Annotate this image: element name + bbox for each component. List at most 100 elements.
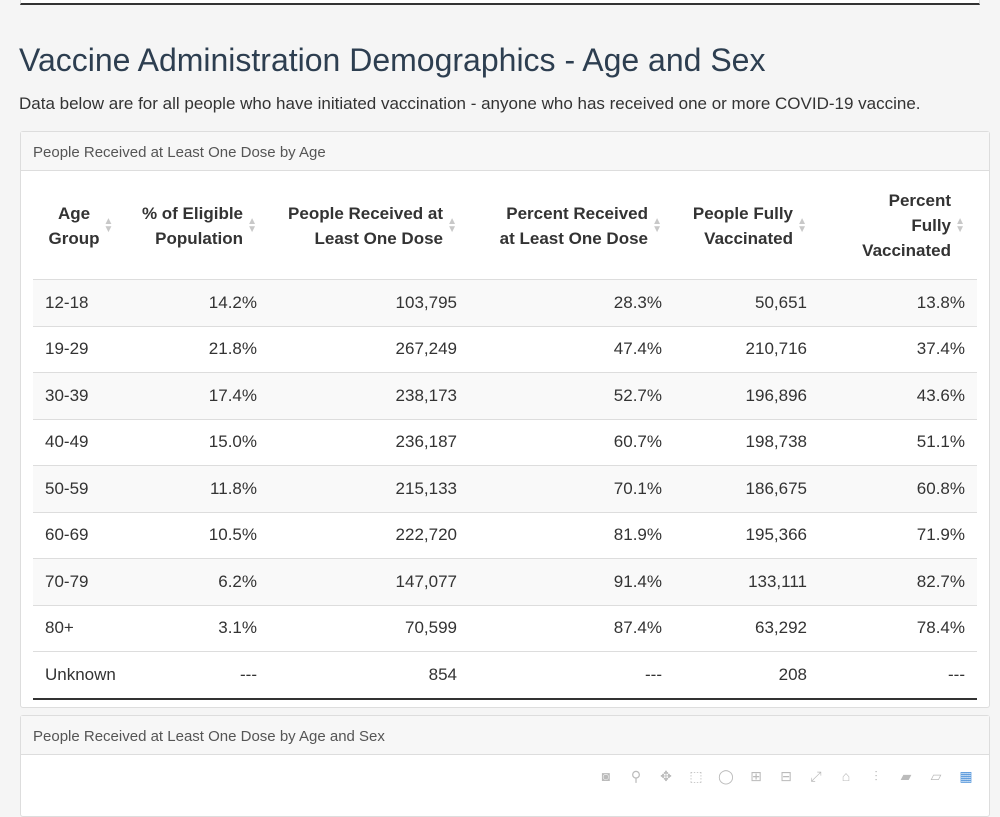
table-row: 80+ 3.1% 70,599 87.4% 63,292 78.4% xyxy=(33,605,977,652)
table-cell: 47.4% xyxy=(469,326,674,373)
table-cell: 60.8% xyxy=(819,465,977,513)
column-header-label: Percent Fully Vaccinated xyxy=(862,191,951,260)
sort-icon[interactable]: ▲ ▼ xyxy=(247,215,257,235)
column-header[interactable]: People Fully Vaccinated▲ ▼ xyxy=(674,172,819,280)
table-cell: 37.4% xyxy=(819,326,977,373)
table-cell: 222,720 xyxy=(269,512,469,559)
zoom-out-icon[interactable]: ⊟ xyxy=(780,768,792,784)
table-cell: 52.7% xyxy=(469,372,674,420)
table-body: 12-18 14.2% 103,795 28.3% 50,651 13.8% 19-29 21… xyxy=(33,279,977,700)
table-cell: 70.1% xyxy=(469,465,674,513)
table-cell: 238,173 xyxy=(269,372,469,420)
table-cell: Unknown xyxy=(33,651,133,700)
table-cell: 71.9% xyxy=(819,512,977,559)
panel-title: People Received at Least One Dose by Age… xyxy=(21,716,989,755)
lasso-icon[interactable]: ◯ xyxy=(718,768,734,784)
autoscale-icon[interactable]: ⤢ xyxy=(810,768,822,784)
table-row: 60-69 10.5% 222,720 81.9% 195,366 71.9% xyxy=(33,512,977,559)
age-table-panel: People Received at Least One Dose by Age… xyxy=(20,131,990,708)
camera-icon[interactable]: ◙ xyxy=(601,768,611,784)
zoom-icon[interactable]: ⚲ xyxy=(630,768,642,784)
hover-closest-icon[interactable]: ▰ xyxy=(900,768,912,784)
table-cell: 3.1% xyxy=(133,605,269,652)
panel-title: People Received at Least One Dose by Age xyxy=(21,132,989,171)
table-row: 30-39 17.4% 238,173 52.7% 196,896 43.6% xyxy=(33,372,977,420)
age-dose-table: Age Group▲ ▼% of Eligible Population▲ ▼ Peopl… xyxy=(33,172,977,700)
table-cell: 10.5% xyxy=(133,512,269,559)
column-header-label: People Fully Vaccinated xyxy=(692,203,793,248)
table-cell: 21.8% xyxy=(133,326,269,373)
column-header-label: Percent Received at Least One Dose xyxy=(499,203,648,248)
plotly-logo-icon[interactable]: ▦ xyxy=(959,768,973,784)
table-cell: 70,599 xyxy=(269,605,469,652)
table-row: Unknown --- 854 --- 208 --- xyxy=(33,651,977,700)
pan-icon[interactable]: ✥ xyxy=(660,768,672,784)
table-cell: 50-59 xyxy=(33,465,133,513)
hover-compare-icon[interactable]: ▱ xyxy=(930,768,942,784)
sort-icon[interactable]: ▲ ▼ xyxy=(103,215,114,235)
table-cell: 78.4% xyxy=(819,605,977,652)
column-header-label: % of Eligible Population xyxy=(141,203,243,248)
age-sex-chart-panel: People Received at Least One Dose by Age… xyxy=(20,715,990,817)
table-cell: 17.4% xyxy=(133,372,269,420)
table-cell: 43.6% xyxy=(819,372,977,420)
zoom-in-icon[interactable]: ⊞ xyxy=(750,768,762,784)
table-cell: 198,738 xyxy=(674,419,819,466)
table-cell: 215,133 xyxy=(269,465,469,513)
table-cell: 6.2% xyxy=(133,558,269,606)
table-row: 50-59 11.8% 215,133 70.1% 186,675 60.8% xyxy=(33,465,977,513)
table-cell: 267,249 xyxy=(269,326,469,373)
table-cell: 81.9% xyxy=(469,512,674,559)
table-cell: 91.4% xyxy=(469,558,674,606)
table-cell: 14.2% xyxy=(133,279,269,327)
table-cell: --- xyxy=(819,651,977,700)
table-cell: 87.4% xyxy=(469,605,674,652)
table-row: 40-49 15.0% 236,187 60.7% 198,738 51.1% xyxy=(33,419,977,466)
table-row: 70-79 6.2% 147,077 91.4% 133,111 82.7% xyxy=(33,558,977,606)
reset-axes-icon[interactable]: ⌂ xyxy=(841,768,851,784)
table-cell: 60-69 xyxy=(33,512,133,559)
table-cell: 40-49 xyxy=(33,419,133,466)
column-header-label: Age Group xyxy=(48,203,100,248)
table-cell: 210,716 xyxy=(674,326,819,373)
column-header[interactable]: People Received at Least One Dose▲ ▼ xyxy=(269,172,469,280)
column-header[interactable]: Percent Received at Least One Dose▲ ▼ xyxy=(469,172,674,280)
sort-icon[interactable]: ▲ ▼ xyxy=(652,215,662,235)
table-cell: 196,896 xyxy=(674,372,819,420)
table-cell: 60.7% xyxy=(469,419,674,466)
table-row: 19-29 21.8% 267,249 47.4% 210,716 37.4% xyxy=(33,326,977,373)
box-select-icon[interactable]: ⬚ xyxy=(689,768,703,784)
column-header[interactable]: % of Eligible Population▲ ▼ xyxy=(133,172,269,280)
table-cell: 50,651 xyxy=(674,279,819,327)
section-title: Vaccine Administration Demographics - Ag… xyxy=(19,42,766,78)
table-cell: 147,077 xyxy=(269,558,469,606)
table-cell: 11.8% xyxy=(133,465,269,513)
section-subtitle: Data below are for all people who have i… xyxy=(19,94,921,113)
table-cell: 51.1% xyxy=(819,419,977,466)
table-cell: --- xyxy=(469,651,674,700)
sort-icon[interactable]: ▲ ▼ xyxy=(797,215,807,235)
table-cell: 12-18 xyxy=(33,279,133,327)
table-cell: 70-79 xyxy=(33,558,133,606)
table-cell: 133,111 xyxy=(674,558,819,606)
table-cell: 103,795 xyxy=(269,279,469,327)
previous-panel-edge xyxy=(20,0,980,5)
table-cell: 13.8% xyxy=(819,279,977,327)
spike-lines-icon[interactable]: ⫶ xyxy=(874,768,878,784)
table-cell: 28.3% xyxy=(469,279,674,327)
column-header[interactable]: Age Group▲ ▼ xyxy=(33,172,133,280)
sort-icon[interactable]: ▲ ▼ xyxy=(955,215,965,235)
column-header[interactable]: Percent Fully Vaccinated▲ ▼ xyxy=(819,172,977,280)
table-cell: 30-39 xyxy=(33,372,133,420)
sort-icon[interactable]: ▲ ▼ xyxy=(447,215,457,235)
table-cell: 208 xyxy=(674,651,819,700)
table-row: 12-18 14.2% 103,795 28.3% 50,651 13.8% xyxy=(33,279,977,327)
table-cell: 195,366 xyxy=(674,512,819,559)
table-header-row: Age Group▲ ▼% of Eligible Population▲ ▼ Peopl… xyxy=(33,172,977,280)
table-cell: 82.7% xyxy=(819,558,977,606)
table-cell: 63,292 xyxy=(674,605,819,652)
table-cell: 236,187 xyxy=(269,419,469,466)
table-cell: 854 xyxy=(269,651,469,700)
table-cell: --- xyxy=(133,651,269,700)
column-header-label: People Received at Least One Dose xyxy=(288,203,443,248)
